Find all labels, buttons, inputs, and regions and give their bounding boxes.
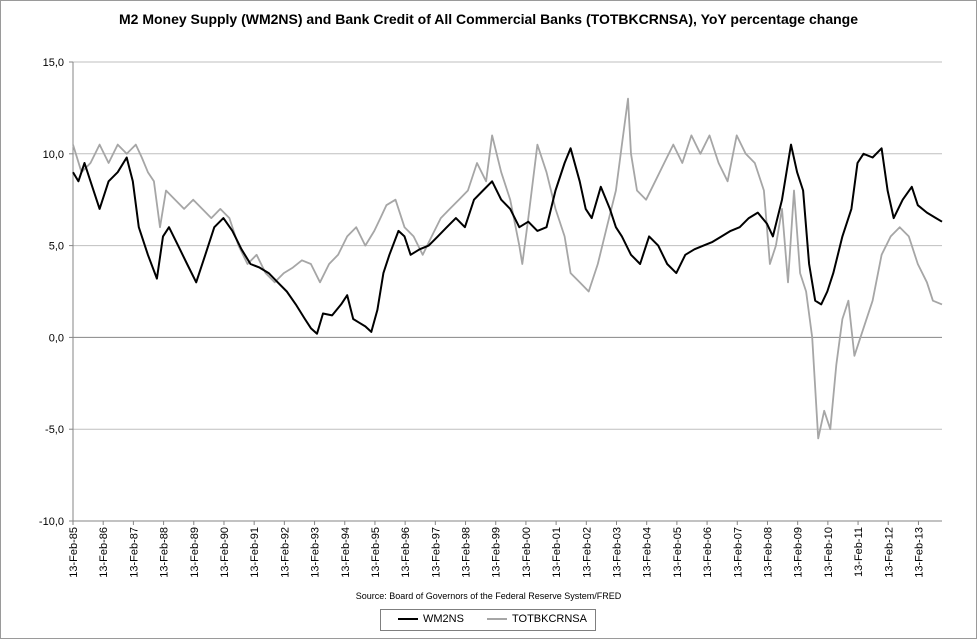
y-tick-label: -10,0 — [39, 516, 64, 528]
x-tick-label: 13-Feb-08 — [762, 527, 774, 578]
x-tick-label: 13-Feb-05 — [672, 527, 684, 578]
x-tick-label: 13-Feb-88 — [159, 527, 171, 578]
x-tick-label: 13-Feb-98 — [461, 527, 473, 578]
x-tick-label: 13-Feb-07 — [732, 527, 744, 578]
x-tick-label: 13-Feb-12 — [883, 527, 895, 578]
legend-item-totbkcrnsa: TOTBKCRNSA — [487, 613, 587, 625]
source-note: Source: Board of Governors of the Federa… — [355, 591, 622, 601]
x-tick-label: 13-Feb-89 — [189, 527, 201, 578]
y-tick-label: 15,0 — [43, 57, 64, 69]
legend-swatch-totbkcrnsa — [487, 618, 507, 620]
x-tick-label: 13-Feb-02 — [581, 527, 593, 578]
y-tick-label: -5,0 — [45, 424, 64, 436]
y-tick-label: 0,0 — [49, 332, 64, 344]
x-tick-label: 13-Feb-06 — [702, 527, 714, 578]
x-tick-label: 13-Feb-09 — [793, 527, 805, 578]
legend: WM2NS TOTBKCRNSA — [380, 609, 596, 631]
x-tick-label: 13-Feb-90 — [219, 527, 231, 578]
x-tick-label: 13-Feb-00 — [521, 527, 533, 578]
legend-swatch-wm2ns — [398, 618, 418, 620]
chart-title: M2 Money Supply (WM2NS) and Bank Credit … — [118, 11, 858, 27]
x-tick-label: 13-Feb-91 — [249, 527, 261, 578]
x-tick-label: 13-Feb-99 — [491, 527, 503, 578]
x-tick-label: 13-Feb-93 — [310, 527, 322, 578]
x-tick-label: 13-Feb-92 — [279, 527, 291, 578]
x-tick-label: 13-Feb-95 — [370, 527, 382, 578]
series-line-wm2ns — [72, 143, 943, 335]
series-line-totbkcrnsa — [72, 97, 943, 440]
x-tick-label: 13-Feb-10 — [823, 527, 835, 578]
x-tick-label: 13-Feb-03 — [612, 527, 624, 578]
x-tick-label: 13-Feb-11 — [853, 527, 865, 577]
x-tick-label: 13-Feb-86 — [98, 527, 110, 578]
x-tick-label: 13-Feb-13 — [913, 527, 925, 578]
x-tick-label: 13-Feb-87 — [128, 527, 140, 578]
x-tick-label: 13-Feb-96 — [400, 527, 412, 578]
legend-label-wm2ns: WM2NS — [423, 613, 464, 625]
legend-label-totbkcrnsa: TOTBKCRNSA — [512, 613, 587, 625]
legend-item-wm2ns: WM2NS — [398, 613, 464, 625]
x-tick-label: 13-Feb-94 — [340, 527, 352, 578]
x-tick-label: 13-Feb-04 — [642, 527, 654, 578]
x-tick-label: 13-Feb-01 — [551, 527, 563, 578]
y-tick-label: 5,0 — [49, 241, 64, 253]
x-tick-label: 13-Feb-97 — [430, 527, 442, 578]
x-tick-label: 13-Feb-85 — [68, 527, 80, 578]
y-tick-label: 10,0 — [43, 149, 64, 161]
